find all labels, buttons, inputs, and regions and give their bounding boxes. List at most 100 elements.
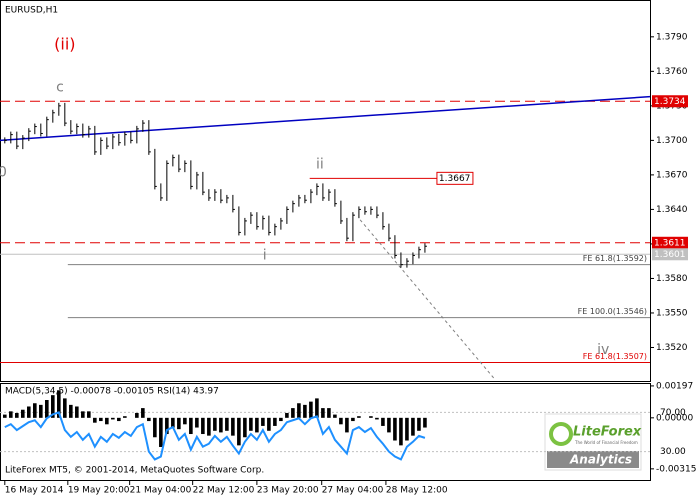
y-tick-label: 1.3550 — [656, 308, 688, 318]
macd-bar — [399, 417, 403, 446]
macd-bar — [303, 404, 307, 418]
logo-icon — [549, 422, 573, 446]
macd-bar — [231, 417, 235, 436]
logo-name: LiteForex — [573, 425, 642, 440]
wave-label: i — [263, 247, 267, 263]
x-tick-label: 23 May 20:00 — [257, 486, 319, 496]
price-panel — [0, 0, 651, 382]
x-tick-label: 21 May 04:00 — [130, 486, 192, 496]
macd-bar — [153, 417, 157, 438]
y-tick-label: 1.3670 — [656, 170, 688, 180]
chart-title: EURUSD,H1 — [5, 6, 58, 16]
macd-bar — [87, 411, 91, 418]
macd-bar — [381, 417, 385, 426]
price-tag-label: 1.3611 — [654, 238, 686, 248]
rsi-line — [4, 411, 426, 461]
macd-bar — [261, 417, 265, 426]
wave-label: ii — [316, 157, 324, 173]
macd-bar — [9, 411, 13, 418]
macd-bar — [177, 417, 181, 430]
macd-bar — [57, 390, 61, 418]
macd-bar — [345, 417, 349, 433]
copyright: LiteForex MT5, © 2001-2014, MetaQuotes S… — [5, 466, 264, 476]
macd-bar — [171, 417, 175, 428]
macd-bar — [249, 417, 253, 431]
macd-bar — [279, 417, 283, 422]
macd-bar — [309, 401, 313, 418]
x-tick-label: 28 May 12:00 — [386, 486, 448, 496]
macd-bar — [75, 406, 79, 418]
price-tag — [652, 95, 688, 108]
macd-bar — [189, 417, 193, 435]
macd-bar — [291, 408, 295, 418]
macd-bar — [159, 417, 163, 447]
rsi-tick-label: 70.00 — [660, 408, 686, 418]
macd-bar — [33, 403, 37, 418]
macd-bar — [93, 417, 97, 423]
rsi-tick-label: 30.00 — [660, 447, 686, 457]
macd-bar — [99, 417, 103, 422]
x-tick-label: 16 May 2014 — [5, 486, 64, 496]
projection-line — [359, 219, 496, 381]
macd-bar — [21, 409, 25, 418]
segment-tag — [436, 171, 474, 185]
macd-bar — [15, 412, 19, 418]
logo-band — [547, 451, 639, 468]
y-tick-label: 1.3580 — [656, 274, 688, 284]
macd-tick-label: 0.00197 — [656, 381, 693, 391]
macd-bar — [357, 416, 361, 418]
macd-bar — [267, 417, 271, 431]
fe-label: FE 61.8(1.3507) — [583, 352, 647, 361]
y-tick-label: 1.3790 — [656, 32, 688, 42]
fe-label: FE 61.8(1.3592) — [583, 254, 647, 263]
wave-label: 0 — [0, 165, 7, 181]
macd-bar — [45, 400, 49, 418]
macd-bar — [135, 412, 139, 418]
macd-bar — [351, 417, 355, 422]
indicator-panel — [0, 383, 651, 481]
macd-bar — [105, 417, 109, 425]
macd-bar — [393, 417, 397, 441]
macd-bar — [387, 417, 391, 433]
macd-bar — [297, 403, 301, 418]
logo: LiteForex The World of Financial Freedom… — [544, 413, 642, 471]
macd-bar — [165, 417, 169, 435]
y-tick-label: 1.3640 — [656, 205, 688, 215]
macd-bar — [423, 417, 427, 428]
macd-bar — [417, 417, 421, 431]
macd-bar — [39, 404, 43, 418]
macd-tick-label: -0.00315 — [656, 464, 696, 474]
macd-bar — [243, 417, 247, 438]
wave-label: (ii) — [54, 34, 75, 53]
logo-sub: Analytics — [569, 453, 632, 467]
macd-bar — [375, 417, 379, 420]
macd-bar — [81, 411, 85, 418]
macd-bar — [237, 417, 241, 446]
macd-bar — [69, 404, 73, 418]
macd-bar — [27, 406, 31, 418]
x-tick-label: 27 May 04:00 — [322, 486, 384, 496]
macd-bar — [369, 416, 373, 418]
price-tag-label: 1.3601 — [654, 250, 686, 260]
macd-bar — [327, 408, 331, 418]
x-tick-label: 19 May 20:00 — [68, 486, 130, 496]
macd-bar — [213, 417, 217, 431]
macd-bar — [207, 417, 211, 436]
macd-bar — [273, 417, 277, 426]
fe-label: FE 100.0(1.3546) — [578, 307, 647, 316]
wave-label: iv — [597, 342, 609, 358]
macd-bar — [333, 414, 337, 418]
macd-bar — [201, 417, 205, 435]
macd-bar — [111, 417, 115, 420]
price-tag-label: 1.3734 — [654, 97, 686, 107]
macd-bar — [225, 417, 229, 431]
macd-tick-label: 0.00000 — [656, 413, 693, 423]
segment-tag-label: 1.3667 — [439, 174, 471, 184]
macd-bar — [321, 408, 325, 418]
y-tick-label: 1.3700 — [656, 136, 688, 146]
macd-bar — [117, 417, 121, 422]
wave-label: c — [56, 79, 64, 95]
logo-tagline: The World of Financial Freedom — [574, 440, 638, 445]
price-tag — [652, 248, 688, 261]
